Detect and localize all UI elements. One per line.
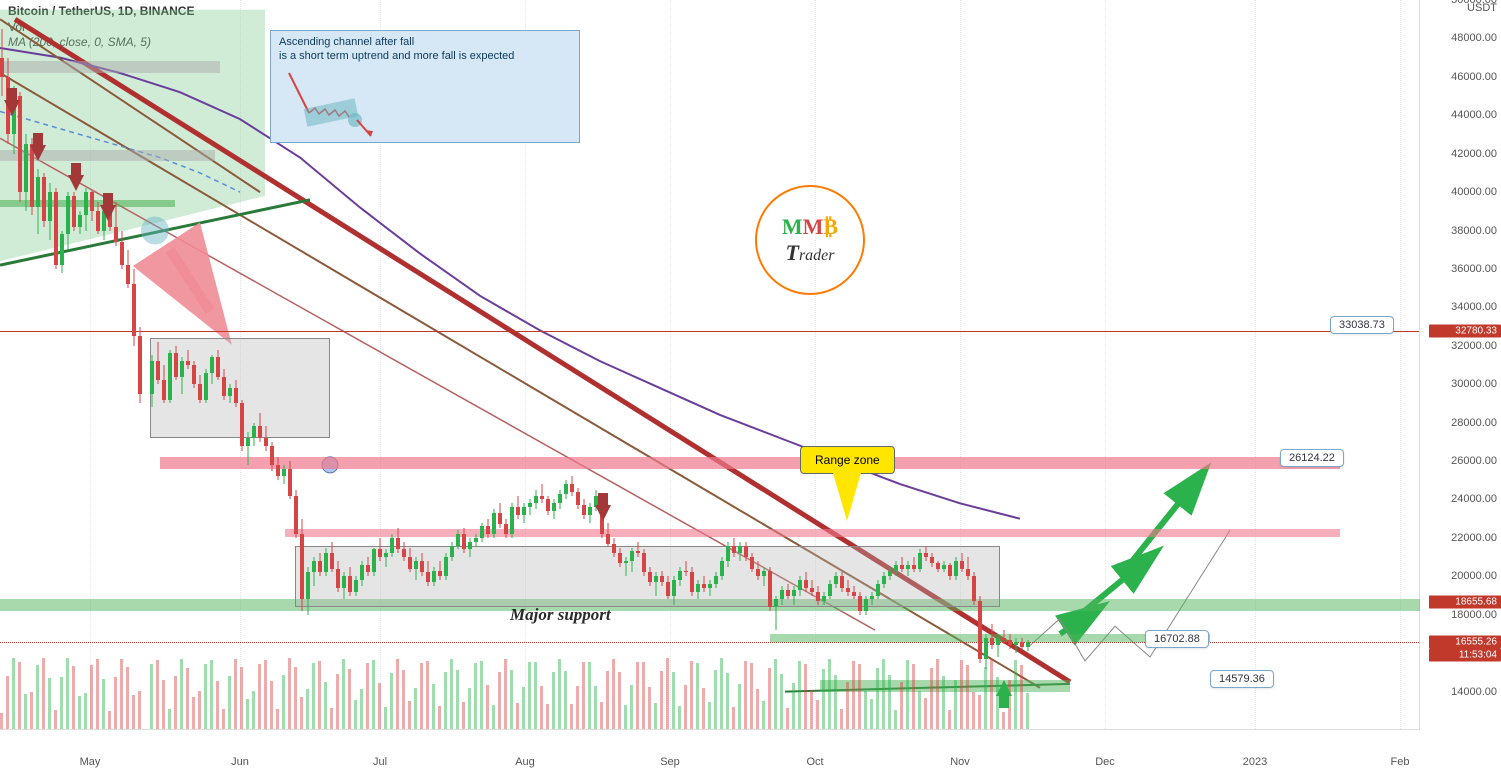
chart-area[interactable]: Bitcoin / TetherUS, 1D, BINANCE Vol MA (… (0, 0, 1420, 730)
down-arrow-icon (100, 205, 116, 221)
y-tick: 28000.00 (1451, 417, 1497, 429)
y-tick: 14000.00 (1451, 686, 1497, 698)
down-arrow-icon (595, 505, 611, 521)
x-tick: Jun (231, 756, 249, 768)
gray-strip-1 (0, 61, 220, 73)
watermark-logo: MM₿ Trader (755, 185, 865, 295)
y-tick: 18000.00 (1451, 609, 1497, 621)
x-tick: Dec (1095, 756, 1115, 768)
y-tick: 34000.00 (1451, 301, 1497, 313)
symbol-title: Bitcoin / TetherUS, 1D, BINANCE (8, 4, 194, 20)
y-axis: USDT 50000.0048000.0046000.0044000.00420… (1421, 0, 1501, 730)
price-tag: 18655.68 (1429, 596, 1501, 609)
vol-label: Vol (8, 20, 194, 36)
y-tick: 44000.00 (1451, 109, 1497, 121)
value-flag: 33038.73 (1330, 316, 1394, 334)
y-tick: 30000.00 (1451, 378, 1497, 390)
x-tick: Aug (515, 756, 535, 768)
x-axis: May Jun Jul Aug Sep Oct Nov Dec 2023 Feb (0, 730, 1420, 778)
y-tick: 36000.00 (1451, 263, 1497, 275)
value-flag: 14579.36 (1210, 670, 1274, 688)
chart-header: Bitcoin / TetherUS, 1D, BINANCE Vol MA (… (8, 4, 194, 51)
ma-label: MA (200, close, 0, SMA, 5) (8, 35, 194, 51)
y-tick: 22000.00 (1451, 532, 1497, 544)
x-tick: May (80, 756, 101, 768)
x-tick: Jul (373, 756, 387, 768)
x-tick: Sep (660, 756, 680, 768)
x-tick: Feb (1391, 756, 1410, 768)
logo-trader: Trader (785, 240, 834, 266)
value-flag: 26124.22 (1280, 449, 1344, 467)
logo-mmb: MM₿ (782, 214, 838, 240)
price-tag: 32780.33 (1429, 324, 1501, 337)
range-zone-callout: Range zone (800, 446, 895, 474)
pink-zone-upper (160, 457, 1340, 469)
price-tag: 16555.26 (1429, 636, 1501, 649)
x-tick: 2023 (1243, 756, 1267, 768)
x-tick: Oct (806, 756, 823, 768)
annotation-line1: Ascending channel after fall (279, 35, 571, 49)
y-tick: 38000.00 (1451, 225, 1497, 237)
down-arrow-icon (4, 100, 20, 116)
y-tick: 48000.00 (1451, 32, 1497, 44)
red-hline (0, 331, 1419, 332)
annotation-box: Ascending channel after fall is a short … (270, 30, 580, 143)
y-tick: 20000.00 (1451, 570, 1497, 582)
value-flag: 16702.88 (1145, 630, 1209, 648)
annotation-diagram (279, 68, 399, 138)
y-tick: 40000.00 (1451, 186, 1497, 198)
down-arrow-icon (30, 145, 46, 161)
down-arrow-icon (68, 175, 84, 191)
y-tick: 32000.00 (1451, 340, 1497, 352)
y-tick: 50000.00 (1451, 0, 1497, 6)
pink-zone-lower (285, 529, 1340, 537)
x-tick: Nov (950, 756, 970, 768)
major-support-label: Major support (510, 605, 611, 625)
volume-bars (0, 589, 1419, 729)
y-tick: 26000.00 (1451, 455, 1497, 467)
y-tick: 42000.00 (1451, 148, 1497, 160)
annotation-line2: is a short term uptrend and more fall is… (279, 49, 571, 63)
up-arrow-icon (996, 680, 1012, 696)
y-tick: 24000.00 (1451, 493, 1497, 505)
price-tag: 11:53:04 (1429, 649, 1501, 662)
y-tick: 46000.00 (1451, 71, 1497, 83)
